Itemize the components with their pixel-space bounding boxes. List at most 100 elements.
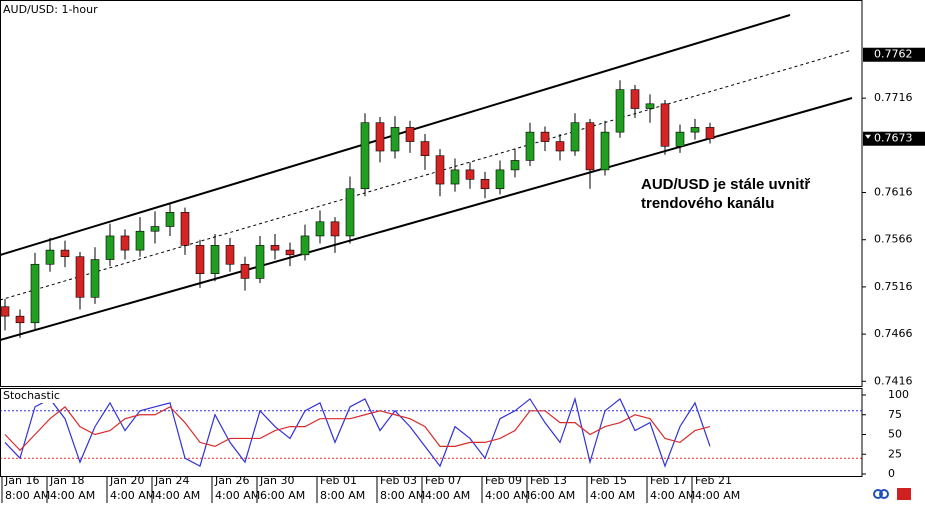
candle-body xyxy=(405,127,415,142)
candle-body xyxy=(600,131,610,171)
channel-middle xyxy=(0,49,853,301)
line-level-label: 0.7762 xyxy=(874,48,913,61)
stoch-line xyxy=(4,396,711,468)
chart-title: AUD/USD: 1-hour xyxy=(3,3,98,16)
line-level-box xyxy=(863,47,925,62)
candle-body xyxy=(180,212,190,246)
status-icons xyxy=(873,488,911,500)
y-tick-label: 0.7566 xyxy=(874,233,913,246)
candle-body xyxy=(45,249,55,265)
candle-body xyxy=(525,131,535,161)
candle-body xyxy=(645,103,655,109)
stoch-y-tick-label: 25 xyxy=(888,447,902,460)
candle-body xyxy=(135,230,145,251)
x-tick-time: 8:00 AM xyxy=(380,489,425,502)
stoch-line xyxy=(4,406,711,452)
candle-body xyxy=(435,155,445,185)
x-tick-time: 4:00 AM xyxy=(155,489,200,502)
candle-body xyxy=(60,249,70,258)
x-tick-time: 4:00 AM xyxy=(650,489,695,502)
x-tick-label: Feb 21 xyxy=(695,474,732,487)
candle-body xyxy=(675,131,685,147)
x-tick-label: Jan 24 xyxy=(154,474,189,487)
x-tick-label: Jan 18 xyxy=(49,474,84,487)
candle-body xyxy=(375,122,385,152)
x-tick-label: Feb 03 xyxy=(380,474,417,487)
x-tick-label: Jan 16 xyxy=(4,474,39,487)
candle-body xyxy=(105,235,115,260)
x-tick-time: 8:00 AM xyxy=(320,489,365,502)
candle-body xyxy=(480,179,490,190)
x-tick-label: Jan 20 xyxy=(109,474,144,487)
candle-body xyxy=(15,315,25,324)
candle-body xyxy=(495,169,505,190)
y-tick-label: 0.7616 xyxy=(874,186,913,199)
candle-body xyxy=(165,212,175,227)
x-tick-time: 8:00 AM xyxy=(5,489,50,502)
candle-body xyxy=(465,169,475,180)
candle-body xyxy=(390,127,400,152)
candle-body xyxy=(660,103,670,147)
stochastic-title: Stochastic xyxy=(3,389,60,402)
x-tick-label: Feb 01 xyxy=(320,474,357,487)
x-tick-label: Feb 17 xyxy=(650,474,687,487)
stoch-title-bg xyxy=(2,389,56,403)
candle-body xyxy=(540,131,550,142)
candle-body xyxy=(0,306,10,317)
candle-body xyxy=(570,122,580,152)
candle-body xyxy=(330,221,340,237)
x-tick-label: Feb 15 xyxy=(590,474,627,487)
y-tick-label: 0.7716 xyxy=(874,91,913,104)
last-price-marker xyxy=(865,134,871,139)
candle-body xyxy=(285,249,295,256)
candle-body xyxy=(690,127,700,133)
last-price-label: 0.7673 xyxy=(874,132,913,145)
candle-body xyxy=(195,245,205,274)
y-tick-label: 0.7466 xyxy=(874,327,913,340)
stoch-y-tick-label: 50 xyxy=(888,428,902,441)
candle-body xyxy=(345,188,355,237)
axes: 0.7416 0.7466 0.7516 0.7566 0.7616 0.7716 0.77… xyxy=(1,47,925,503)
x-tick-label: Jan 30 xyxy=(259,474,294,487)
candle-body xyxy=(510,160,520,171)
candle-body xyxy=(270,245,280,251)
candle-body xyxy=(450,169,460,185)
candle-body xyxy=(300,235,310,256)
last-price-box xyxy=(863,131,925,146)
candle-body xyxy=(120,235,130,251)
y-tick-label: 0.7516 xyxy=(874,280,913,293)
candle-body xyxy=(225,245,235,265)
x-tick-time: 4:00 AM xyxy=(590,489,635,502)
candle-body xyxy=(315,221,325,237)
candle-body xyxy=(30,263,40,324)
x-tick-time: 4:00 AM xyxy=(695,489,740,502)
candle-body xyxy=(630,89,640,109)
stoch-y-tick-label: 0 xyxy=(888,467,895,480)
x-tick-time: 4:00 AM xyxy=(485,489,530,502)
candle-body xyxy=(75,256,85,298)
x-tick-time: 4:00 AM xyxy=(215,489,260,502)
price-panel xyxy=(0,80,715,338)
x-tick-time: 6:00 AM xyxy=(260,489,305,502)
annotation: trendového kanálu xyxy=(641,195,774,212)
x-tick-time: 6:00 AM xyxy=(530,489,575,502)
y-tick-label: 0.7416 xyxy=(874,374,913,387)
candle-body xyxy=(210,245,220,274)
x-tick-time: 4:00 AM xyxy=(50,489,95,502)
x-tick-label: Feb 07 xyxy=(425,474,462,487)
candle-body xyxy=(615,89,625,133)
x-tick-label: Feb 13 xyxy=(530,474,567,487)
candle-body xyxy=(555,141,565,152)
price-frame xyxy=(0,0,863,387)
candle-body xyxy=(705,127,715,140)
stoch-y-tick-label: 75 xyxy=(888,408,902,421)
stoch-y-tick-label: 100 xyxy=(888,388,909,401)
title-bg xyxy=(2,2,98,17)
candle-body xyxy=(255,245,265,279)
x-tick-time: 4:00 AM xyxy=(110,489,155,502)
candle-body xyxy=(90,259,100,298)
x-tick-label: Feb 09 xyxy=(485,474,522,487)
candle-body xyxy=(585,122,595,171)
